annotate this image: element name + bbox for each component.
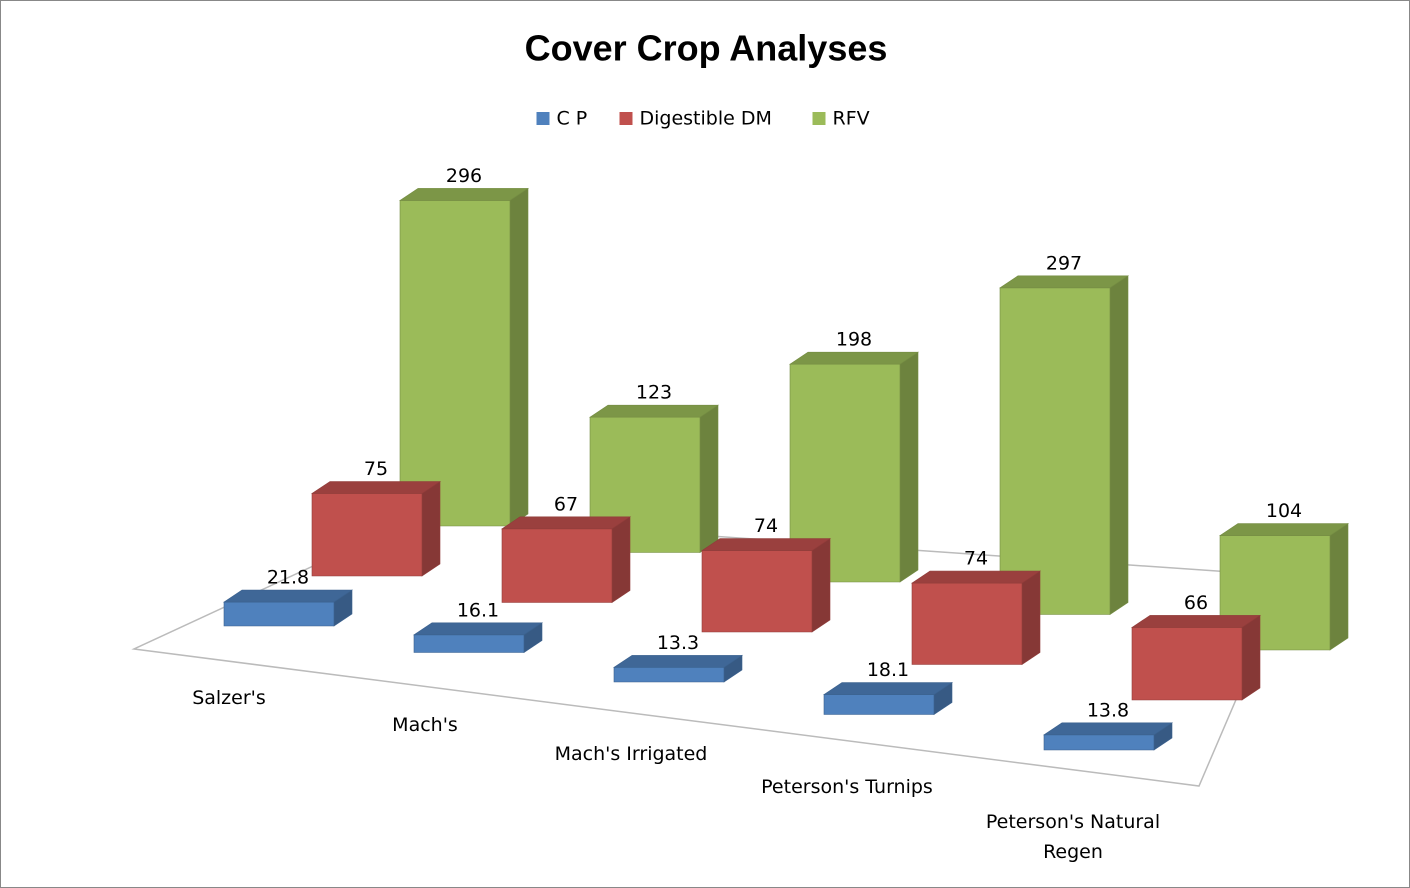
bar — [399, 187, 529, 527]
bar-side — [1109, 275, 1129, 616]
bar — [823, 682, 953, 716]
bar — [223, 589, 353, 627]
bar — [701, 538, 831, 633]
bar-front — [999, 287, 1111, 615]
bar — [311, 480, 441, 577]
bar-side — [899, 351, 919, 583]
data-label: 75 — [364, 458, 388, 480]
bar-side — [811, 538, 831, 633]
legend-swatch — [619, 112, 633, 125]
legend-swatch — [536, 112, 550, 125]
bar-side — [509, 187, 529, 527]
legend-swatch — [812, 112, 826, 125]
bar-top — [589, 404, 719, 418]
bar-front — [223, 601, 335, 627]
bar-top — [789, 351, 919, 365]
data-label: 123 — [636, 382, 672, 404]
data-label: 16.1 — [457, 599, 499, 621]
bar — [789, 351, 919, 583]
bar — [911, 570, 1041, 666]
data-label: 198 — [836, 329, 872, 351]
bar-front — [413, 634, 525, 653]
data-label: 297 — [1046, 252, 1082, 274]
bar-top — [399, 188, 529, 201]
bar-side — [1329, 523, 1349, 651]
bar-top — [1131, 615, 1261, 628]
chart-title: Cover Crop Analyses — [525, 28, 888, 69]
bar — [1131, 614, 1261, 701]
legend-label: C P — [557, 108, 588, 130]
bar-side — [611, 516, 631, 604]
bar-top — [223, 589, 353, 603]
data-label: 74 — [754, 515, 778, 537]
bar-side — [421, 480, 441, 577]
bar-side — [1241, 614, 1261, 701]
category-label: Salzer's — [192, 687, 266, 709]
bar — [613, 654, 743, 683]
category-label: Peterson's Turnips — [761, 775, 933, 798]
bar-top — [1219, 523, 1349, 536]
bar-top — [823, 682, 953, 695]
bar-front — [701, 550, 813, 633]
bar-top — [613, 655, 743, 668]
data-label: 13.8 — [1087, 699, 1129, 721]
data-label: 67 — [554, 493, 578, 515]
data-label: 13.3 — [657, 632, 699, 654]
bar — [1043, 722, 1173, 751]
bar — [999, 275, 1129, 616]
bar-side — [699, 404, 719, 554]
bar-front — [501, 528, 613, 603]
bar-top — [999, 275, 1129, 289]
category-label: Peterson's Natural Regen — [985, 811, 1161, 863]
bar — [413, 622, 543, 654]
bar-front — [311, 493, 423, 577]
data-label: 18.1 — [867, 659, 909, 681]
bar-front — [1043, 734, 1155, 751]
bar-top — [911, 570, 1041, 584]
legend-label: Digestible DM — [640, 108, 772, 130]
bar-front — [1131, 627, 1243, 701]
data-label: 21.8 — [267, 567, 309, 589]
bar-top — [413, 622, 543, 636]
bar-front — [823, 694, 935, 715]
category-label: Mach's — [392, 713, 458, 736]
data-label: 104 — [1266, 500, 1302, 522]
bar-top — [701, 538, 831, 551]
legend-label: RFV — [833, 108, 870, 130]
bar — [501, 516, 631, 604]
bar-front — [911, 582, 1023, 665]
bar-top — [1043, 722, 1173, 736]
category-label: Mach's Irrigated — [554, 743, 708, 765]
data-label: 66 — [1184, 592, 1208, 614]
bar-top — [501, 516, 631, 530]
data-label: 74 — [964, 548, 988, 570]
data-label: 296 — [446, 165, 482, 187]
bar-top — [311, 481, 441, 494]
bar-side — [1021, 570, 1041, 666]
bar-front — [399, 200, 511, 527]
bar-front — [613, 667, 725, 683]
